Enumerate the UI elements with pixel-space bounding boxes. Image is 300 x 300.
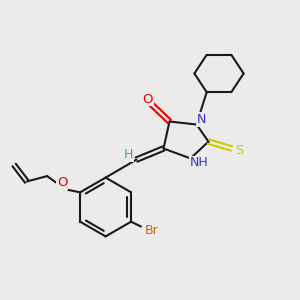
Text: NH: NH <box>190 156 208 170</box>
Text: S: S <box>235 144 243 158</box>
Text: O: O <box>143 92 153 106</box>
Text: Br: Br <box>144 224 158 237</box>
Text: N: N <box>197 113 207 126</box>
Text: H: H <box>123 148 133 161</box>
Text: O: O <box>57 176 68 189</box>
